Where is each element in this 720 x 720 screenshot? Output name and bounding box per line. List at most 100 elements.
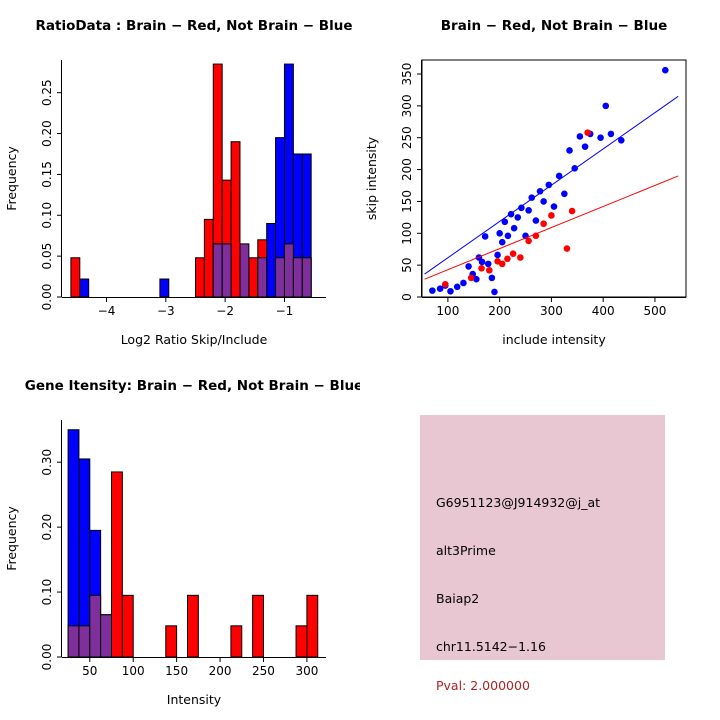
hist-bar-brain — [306, 594, 319, 658]
hist-bar-brain — [295, 625, 308, 658]
gene-info-box: G6951123@J914932@j_at alt3Prime Baiap2 c… — [420, 415, 665, 693]
y-tick-label: 350 — [400, 63, 414, 86]
hist-bar-overlap — [257, 257, 268, 298]
y-tick-label: 50 — [400, 258, 414, 273]
scatter-point-brain — [568, 207, 576, 215]
hist-bar-brain — [70, 257, 81, 298]
x-tick-label: −3 — [157, 304, 175, 318]
x-tick-label: −4 — [98, 304, 116, 318]
hist-bar-not_brain — [79, 278, 90, 298]
x-tick-label: 500 — [643, 304, 666, 318]
y-axis-label: Frequency — [4, 506, 19, 571]
panel-intensity-scatter: Brain − Red, Not Brain − Blue include int… — [360, 0, 720, 360]
scatter-point-not_brain — [429, 287, 436, 294]
scatter-point-brain — [584, 129, 591, 136]
scatter-point-not_brain — [436, 285, 444, 293]
y-tick-label: 300 — [400, 94, 414, 117]
x-tick-label: −1 — [276, 304, 294, 318]
y-tick-label: 250 — [400, 126, 414, 149]
pval-text: Pval: 2.000000 — [436, 678, 530, 693]
x-tick-label: 100 — [436, 304, 459, 318]
panel-gene-info: G6951123@J914932@j_at alt3Prime Baiap2 c… — [360, 360, 720, 720]
scatter-point-not_brain — [536, 187, 544, 195]
gene-intensity-histogram-chart: Gene Itensity: Brain − Red, Not Brain − … — [4, 378, 363, 707]
hist-bar-brain — [230, 625, 243, 658]
x-tick-label: 200 — [209, 664, 232, 678]
scatter-point-not_brain — [478, 258, 486, 266]
scatter-point-not_brain — [576, 133, 584, 140]
y-tick-label: 0.20 — [40, 514, 54, 541]
y-tick-label: 100 — [400, 222, 414, 245]
hist-bar-overlap — [67, 625, 80, 658]
scatter-point-not_brain — [501, 218, 509, 226]
hist-bar-overlap — [239, 243, 250, 298]
scatter-point-not_brain — [498, 238, 506, 246]
x-tick-label: 400 — [592, 304, 615, 318]
y-tick-label: 0.25 — [40, 79, 54, 106]
scatter-point-brain — [441, 280, 449, 288]
scatter-point-brain — [525, 237, 532, 245]
plot-box — [421, 59, 687, 298]
x-axis-label: include intensity — [502, 332, 606, 347]
scatter-point-not_brain — [447, 287, 454, 295]
y-tick-label: 0 — [400, 293, 414, 301]
chart-title: Gene Itensity: Brain − Red, Not Brain − … — [25, 378, 360, 394]
y-axis-label: Frequency — [4, 146, 19, 211]
scatter-point-brain — [485, 266, 493, 274]
scatter-point-not_brain — [504, 232, 512, 240]
x-tick-label: 50 — [82, 664, 97, 678]
hist-bar-brain — [111, 471, 123, 658]
hist-bar-brain — [252, 594, 264, 658]
hist-bar-brain — [203, 218, 214, 298]
scatter-point-not_brain — [555, 172, 563, 180]
scatter-point-brain — [478, 265, 485, 272]
scatter-point-not_brain — [602, 102, 610, 110]
x-tick-label: 250 — [252, 664, 275, 678]
y-tick-label: 0.05 — [40, 243, 54, 270]
hist-bar-brain — [194, 257, 205, 298]
x-tick-label: −2 — [216, 304, 234, 318]
x-tick-label: 300 — [295, 664, 318, 678]
panel-ratio-histogram: RatioData : Brain − Red, Not Brain − Blu… — [0, 0, 360, 360]
scatter-point-brain — [517, 254, 524, 261]
not-brain-fit-line — [424, 95, 679, 275]
hist-bar-overlap — [78, 625, 91, 658]
scatter-point-not_brain — [550, 203, 558, 210]
scatter-point-brain — [563, 245, 571, 252]
hist-bar-overlap — [89, 594, 102, 658]
x-axis-label: Log2 Ratio Skip/Include — [121, 332, 268, 347]
scatter-point-not_brain — [481, 233, 489, 240]
x-tick-label: 300 — [540, 304, 563, 318]
y-tick-label: 150 — [400, 190, 414, 213]
y-tick-label: 200 — [400, 158, 414, 181]
scatter-point-brain — [504, 255, 511, 263]
chart-title: Brain − Red, Not Brain − Blue — [441, 18, 667, 34]
x-tick-label: 100 — [122, 664, 145, 678]
y-axis-label: skip intensity — [364, 136, 379, 220]
hist-bar-overlap — [301, 257, 312, 298]
scatter-point-not_brain — [453, 283, 461, 291]
scatter-point-brain — [540, 220, 547, 228]
scatter-point-brain — [467, 274, 475, 282]
hist-bar-brain — [165, 625, 178, 658]
hist-bar-overlap — [221, 243, 232, 298]
scatter-point-not_brain — [661, 66, 669, 74]
scatter-point-not_brain — [496, 229, 503, 237]
ratio-histogram-chart: RatioData : Brain − Red, Not Brain − Blu… — [4, 18, 353, 347]
scatter-point-not_brain — [518, 204, 525, 212]
splice-type-text: alt3Prime — [436, 543, 496, 558]
intensity-scatter-chart: Brain − Red, Not Brain − Blue include int… — [364, 18, 687, 347]
probe-id-text: G6951123@J914932@j_at — [436, 495, 601, 510]
hist-bar-overlap — [292, 257, 303, 298]
hist-bar-overlap — [275, 257, 285, 298]
x-axis-label: Intensity — [167, 692, 222, 707]
y-tick-label: 0.00 — [40, 284, 54, 311]
scatter-point-not_brain — [581, 143, 589, 150]
y-tick-label: 0.20 — [40, 120, 54, 147]
scatter-point-not_brain — [488, 274, 496, 282]
hist-bar-brain — [186, 594, 199, 658]
hist-bar-overlap — [212, 243, 223, 298]
scatter-point-brain — [509, 250, 517, 257]
scatter-point-not_brain — [528, 194, 536, 201]
